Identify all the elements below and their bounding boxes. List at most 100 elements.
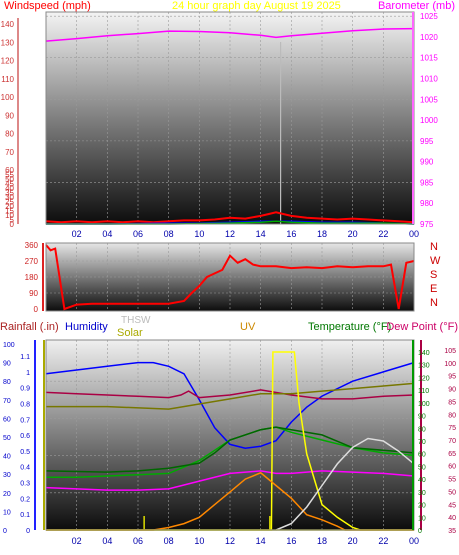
windspeed-tick: 120 (1, 57, 15, 66)
series-line (45, 27, 415, 42)
x-tick-label: 14 (256, 229, 266, 239)
rain-tick: 0.2 (20, 496, 30, 503)
windspeed-tick: 25 (5, 198, 14, 207)
humidity-tick: 0 (3, 528, 7, 535)
chart-title: 24 hour graph day August 19 2025 (172, 0, 341, 12)
x-tick-labels-3: 02 04 06 08 10 12 14 16 18 20 22 00 (72, 536, 419, 546)
rain-tick: 0.1 (20, 512, 30, 519)
grid-panel-1 (46, 12, 414, 225)
windspeed-tick: 10 (5, 211, 14, 220)
thsw-axis-title: THSW (121, 315, 151, 326)
x-tick-label: 10 (194, 536, 204, 546)
x-tick-label: 12 (225, 536, 235, 546)
temp-tick: 60 (448, 464, 456, 471)
temp-tick: 65 (448, 451, 456, 458)
compass-label: W (430, 255, 441, 267)
temp-tick: 90 (448, 387, 456, 394)
windspeed-tick: 15 (5, 207, 14, 216)
temp-tick: 80 (448, 412, 456, 419)
windspeed-tick: 50 (5, 175, 14, 184)
compass-label: N (430, 241, 438, 253)
x-tick-label: 18 (317, 229, 327, 239)
direction-tick: 180 (25, 273, 39, 282)
rain-tick: 1.1 (20, 354, 30, 361)
series-line (275, 437, 415, 531)
x-tick-label: 16 (286, 536, 296, 546)
x-tick-label: 02 (72, 229, 82, 239)
uv-tick: 130 (418, 363, 430, 370)
rain-tick: 0.6 (20, 433, 30, 440)
barometer-tick: 1015 (420, 54, 438, 63)
windspeed-tick: 5 (10, 216, 15, 225)
windspeed-tick: 90 (5, 111, 14, 120)
direction-tick: 270 (25, 257, 39, 266)
direction-tick-labels: 360 270 180 90 0 (25, 241, 39, 314)
x-tick-label: 20 (348, 229, 358, 239)
x-tick-label: 14 (256, 536, 266, 546)
windspeed-tick: 40 (5, 184, 14, 193)
rain-tick: 0.4 (20, 465, 30, 472)
compass-label: S (430, 269, 437, 281)
barometer-tick-labels: 975 980 985 990 995 1000 1005 1010 1015 1020 1025 (420, 12, 438, 229)
x-tick-labels-1: 02 04 06 08 10 12 14 16 18 20 22 00 (72, 229, 419, 239)
windspeed-tick: 35 (5, 189, 14, 198)
rain-tick: 0.5 (20, 449, 30, 456)
humidity-tick: 70 (3, 398, 11, 405)
humidity-tick: 30 (3, 472, 11, 479)
uv-tick: 140 (418, 350, 430, 357)
series-line (45, 470, 415, 491)
solar-axis-title: Solar (117, 327, 143, 339)
humidity-axis-title: Humidity (65, 321, 108, 333)
windspeed-tick: 30 (5, 193, 14, 202)
x-tick-label: 18 (317, 536, 327, 546)
humidity-tick: 20 (3, 491, 11, 498)
series-line (45, 361, 415, 449)
uv-tick: 50 (418, 464, 426, 471)
temp-tick: 45 (448, 502, 456, 509)
windspeed-tick: 130 (1, 38, 15, 47)
plot-panel-2 (45, 244, 415, 311)
x-tick-label: 22 (378, 536, 388, 546)
temp-tick: 35 (448, 528, 456, 535)
rain-tick: 0.3 (20, 481, 30, 488)
humidity-tick: 90 (3, 361, 11, 368)
x-tick-label: 06 (133, 536, 143, 546)
windspeed-tick: 20 (5, 202, 14, 211)
uv-tick: 60 (418, 452, 426, 459)
barometer-tick: 980 (420, 199, 434, 208)
barometer-tick: 1000 (420, 116, 438, 125)
uv-tick: 120 (418, 375, 430, 382)
uv-tick: 110 (418, 388, 429, 395)
windspeed-tick: 45 (5, 180, 14, 189)
barometer-tick: 975 (420, 220, 434, 229)
humidity-tick: 50 (3, 435, 11, 442)
uv-tick: 0 (418, 528, 422, 535)
direction-tick: 90 (29, 289, 38, 298)
x-tick-label: 08 (164, 536, 174, 546)
x-tick-label: 10 (194, 229, 204, 239)
temp-tick: 40 (448, 515, 456, 522)
uv-tick: 30 (418, 490, 426, 497)
temp-tick: 85 (448, 399, 456, 406)
dewpoint-axis-title: Dew Point (°F) (386, 321, 458, 333)
series-line (46, 382, 415, 410)
uv-tick-labels: 0 10 20 30 40 50 60 70 80 90 100 110 120 130 140 (418, 350, 430, 535)
humidity-tick: 100 (3, 342, 15, 349)
temp-tick: 95 (448, 374, 456, 381)
series-line (45, 426, 415, 473)
windspeed-tick: 70 (5, 148, 14, 157)
uv-axis-title: UV (240, 321, 256, 333)
x-tick-label: 04 (102, 229, 112, 239)
barometer-axis-title: Barometer (mb) (378, 0, 455, 12)
windspeed-tick: 80 (5, 130, 14, 139)
series-line (45, 389, 415, 400)
panel-temp-humidity (46, 340, 414, 530)
windspeed-tick: 110 (1, 75, 14, 84)
series-line (45, 211, 415, 224)
rain-tick: 0.8 (20, 401, 30, 408)
temp-tick: 50 (448, 489, 456, 496)
x-tick-label: 04 (102, 536, 112, 546)
direction-tick: 0 (34, 305, 39, 314)
uv-tick: 40 (418, 477, 426, 484)
